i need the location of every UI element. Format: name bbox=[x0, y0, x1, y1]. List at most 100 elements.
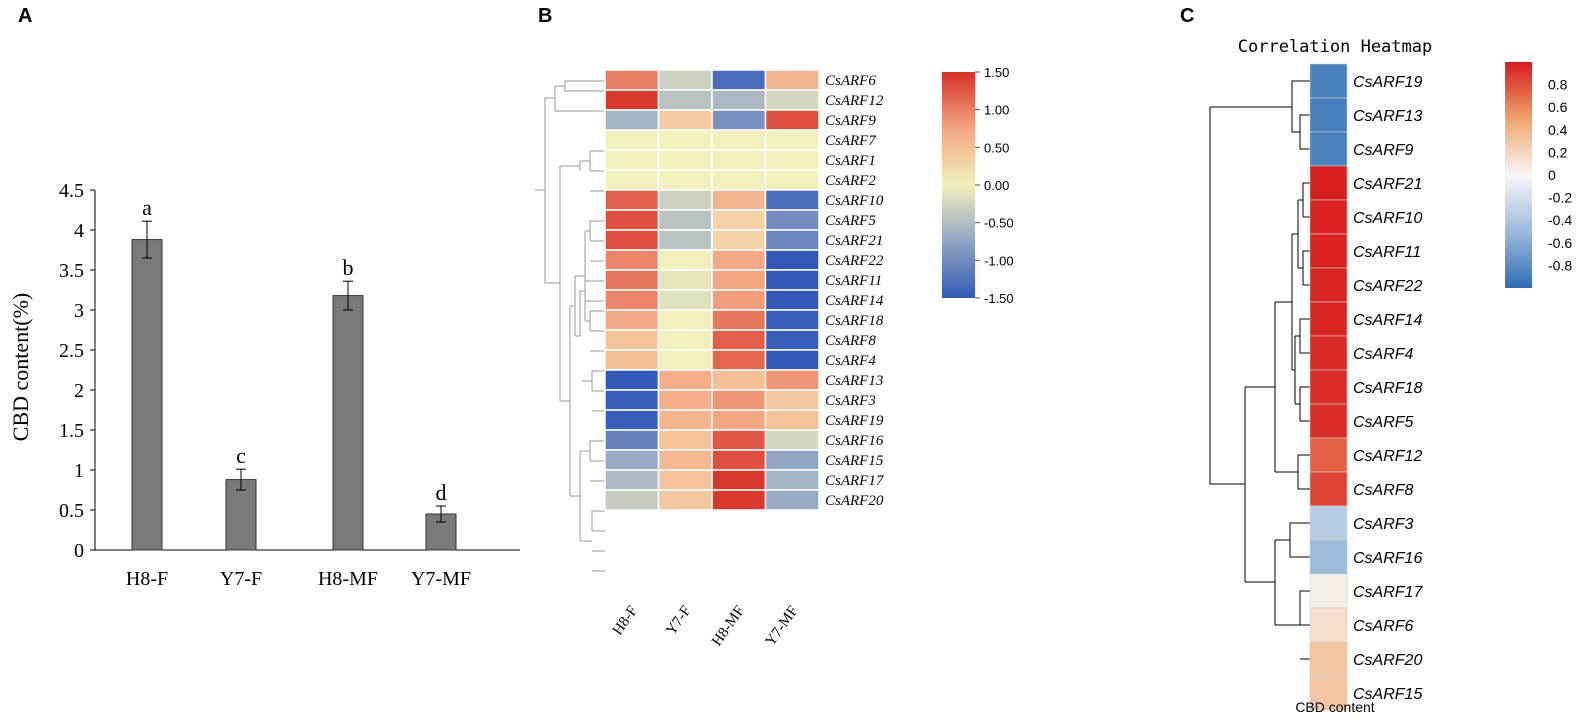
row-label: CsARF18 bbox=[825, 313, 884, 329]
heatmap-cell bbox=[711, 449, 767, 471]
row-label: CsARF5 bbox=[825, 213, 876, 229]
row-label: CsARF13 bbox=[1353, 108, 1422, 125]
column-label: Y7-MF bbox=[763, 603, 802, 649]
row-label: CsARF5 bbox=[1353, 414, 1414, 431]
heatmap-cell bbox=[1309, 539, 1348, 575]
row-label: CsARF2 bbox=[825, 173, 876, 189]
heatmap-cell bbox=[657, 229, 713, 251]
legend-tick-label: 0.6 bbox=[1548, 99, 1568, 115]
row-label: CsARF10 bbox=[825, 193, 884, 209]
row-label: CsARF6 bbox=[825, 73, 876, 89]
heatmap-cell bbox=[657, 149, 713, 171]
row-label: CsARF15 bbox=[825, 453, 884, 469]
heatmap-cell bbox=[604, 109, 660, 131]
heatmap-cell bbox=[604, 189, 660, 211]
significance-letter: b bbox=[343, 255, 354, 280]
heatmap-cell bbox=[711, 289, 767, 311]
row-label: CsARF3 bbox=[1353, 516, 1414, 533]
heatmap-cell bbox=[1309, 505, 1348, 541]
bar-h8-f bbox=[131, 239, 163, 551]
heatmap-cell bbox=[604, 489, 660, 511]
panel-label-c: C bbox=[1180, 5, 1194, 27]
row-label: CsARF11 bbox=[1353, 244, 1421, 261]
legend-tick-label: 0.2 bbox=[1548, 144, 1568, 160]
heatmap-cell bbox=[657, 89, 713, 111]
heatmap-cell bbox=[604, 69, 660, 91]
heatmap-cell bbox=[764, 429, 820, 451]
heatmap-cell bbox=[1309, 573, 1348, 609]
y-tick-label: 2 bbox=[74, 380, 84, 402]
legend-tick-label: 0.50 bbox=[984, 140, 1009, 155]
heatmap-cell bbox=[711, 469, 767, 491]
heatmap-cell bbox=[764, 449, 820, 471]
heatmap-cell bbox=[657, 269, 713, 291]
row-label: CsARF14 bbox=[825, 293, 884, 309]
heatmap-cell bbox=[764, 389, 820, 411]
heatmap-cell bbox=[764, 229, 820, 251]
heatmap-cell bbox=[711, 109, 767, 131]
heatmap-cell bbox=[604, 349, 660, 371]
row-label: CsARF6 bbox=[1353, 618, 1414, 635]
heatmap-cell bbox=[764, 269, 820, 291]
heatmap-cell bbox=[1309, 267, 1348, 303]
x-tick-label: Y7-F bbox=[220, 568, 262, 590]
bar-h8-mf bbox=[332, 295, 364, 551]
heatmap-cell bbox=[657, 389, 713, 411]
legend-tick-label: -1.00 bbox=[984, 253, 1014, 268]
heatmap-cell bbox=[764, 89, 820, 111]
heatmap-cell bbox=[711, 489, 767, 511]
bar-y7-f bbox=[225, 479, 257, 551]
heatmap-cell bbox=[657, 209, 713, 231]
heatmap-cell bbox=[764, 489, 820, 511]
heatmap-cell bbox=[604, 329, 660, 351]
heatmap-cell bbox=[711, 369, 767, 391]
heatmap-cell bbox=[657, 169, 713, 191]
heatmap-cell bbox=[764, 249, 820, 271]
heatmap-cell bbox=[764, 289, 820, 311]
legend-tick-label: -0.6 bbox=[1548, 235, 1572, 251]
heatmap-cell bbox=[764, 149, 820, 171]
heatmap-cell bbox=[1309, 165, 1348, 201]
row-label: CsARF17 bbox=[825, 473, 885, 489]
heatmap-cell bbox=[764, 209, 820, 231]
legend-tick-label: -0.8 bbox=[1548, 257, 1572, 273]
row-label: CsARF9 bbox=[1353, 142, 1414, 159]
row-label: CsARF9 bbox=[825, 113, 876, 129]
heatmap-cell bbox=[764, 129, 820, 151]
row-dendrogram bbox=[1209, 80, 1310, 660]
heatmap-cell bbox=[604, 369, 660, 391]
heatmap-cell bbox=[764, 189, 820, 211]
row-label: CsARF19 bbox=[1353, 74, 1422, 91]
heatmap-cell bbox=[604, 89, 660, 111]
heatmap-cell bbox=[1309, 369, 1348, 405]
heatmap-cell bbox=[764, 469, 820, 491]
row-label: CsARF11 bbox=[825, 273, 882, 289]
legend-tick-label: 0 bbox=[1548, 167, 1556, 183]
y-tick-label: 4.5 bbox=[59, 180, 84, 202]
heatmap-cell bbox=[711, 169, 767, 191]
heatmap-cell bbox=[1309, 131, 1348, 167]
heatmap-cell bbox=[657, 309, 713, 331]
heatmap-cell bbox=[764, 169, 820, 191]
heatmap-cell bbox=[1309, 233, 1348, 269]
y-tick-label: 1.5 bbox=[59, 420, 84, 442]
heatmap-cell bbox=[1309, 199, 1348, 235]
x-axis-label: CBD content bbox=[1295, 699, 1374, 715]
heatmap-title: Correlation Heatmap bbox=[1238, 37, 1432, 57]
heatmap-cell bbox=[711, 329, 767, 351]
legend-tick-label: -0.2 bbox=[1548, 190, 1572, 206]
row-label: CsARF13 bbox=[825, 373, 883, 389]
heatmap-cell bbox=[711, 69, 767, 91]
row-label: CsARF16 bbox=[1353, 550, 1422, 567]
heatmap-cell bbox=[604, 169, 660, 191]
legend-tick-label: 1.50 bbox=[984, 65, 1009, 80]
heatmap-cell bbox=[604, 469, 660, 491]
heatmap-cell bbox=[711, 129, 767, 151]
heatmap-cell bbox=[711, 209, 767, 231]
heatmap-cell bbox=[604, 389, 660, 411]
heatmap-cell bbox=[1309, 63, 1348, 99]
heatmap-cell bbox=[604, 129, 660, 151]
heatmap-cell bbox=[657, 369, 713, 391]
row-label: CsARF15 bbox=[1353, 686, 1422, 703]
